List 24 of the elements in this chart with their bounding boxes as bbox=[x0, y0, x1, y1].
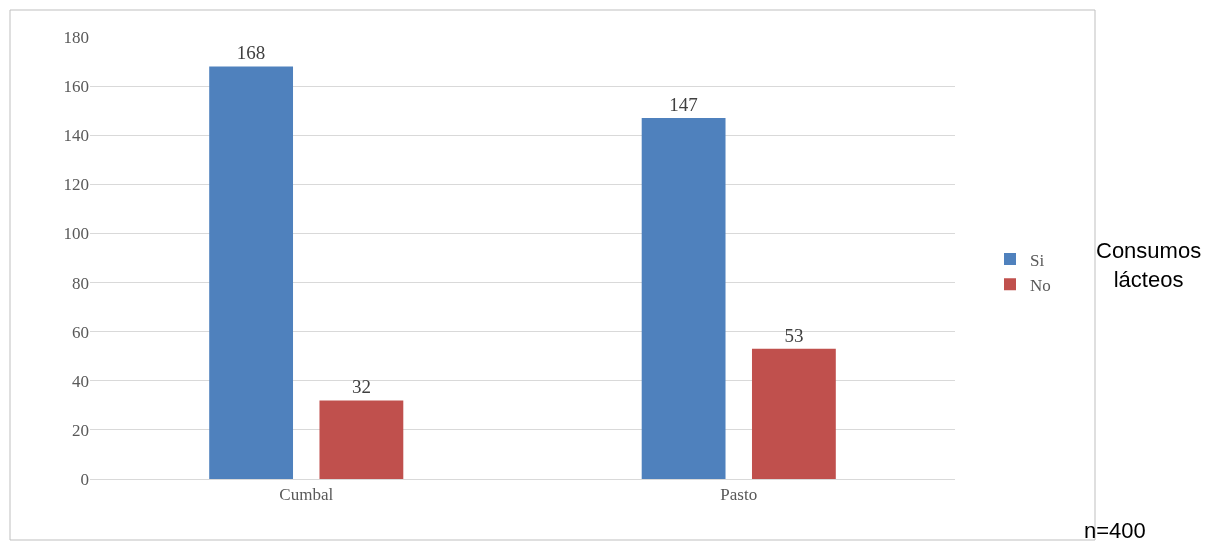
data-label: 53 bbox=[784, 324, 804, 346]
bar bbox=[641, 118, 726, 479]
y-tick-label: 180 bbox=[63, 27, 89, 47]
y-tick-label: 60 bbox=[72, 322, 89, 342]
data-label: 147 bbox=[669, 94, 698, 116]
y-tick-label: 80 bbox=[72, 273, 89, 293]
bar bbox=[319, 400, 404, 479]
y-tick-label: 0 bbox=[80, 469, 89, 489]
y-tick-label: 140 bbox=[63, 126, 89, 146]
bar bbox=[751, 348, 836, 479]
y-tick-label: 20 bbox=[72, 420, 89, 440]
y-tick-label: 40 bbox=[72, 371, 89, 391]
legend-label: No bbox=[1030, 275, 1051, 295]
text: n=400 bbox=[1084, 518, 1146, 542]
x-tick-label: Cumbal bbox=[279, 485, 334, 505]
x-tick-label: Pasto bbox=[720, 485, 758, 505]
y-tick-label: 120 bbox=[63, 175, 89, 195]
data-label: 168 bbox=[236, 42, 266, 64]
y-tick-label: 100 bbox=[63, 224, 89, 244]
bar bbox=[209, 66, 294, 479]
data-label: 32 bbox=[351, 376, 371, 398]
text: Consumos lácteos bbox=[1096, 238, 1202, 292]
y-tick-label: 160 bbox=[63, 77, 89, 97]
legend-label: Si bbox=[1030, 250, 1045, 270]
